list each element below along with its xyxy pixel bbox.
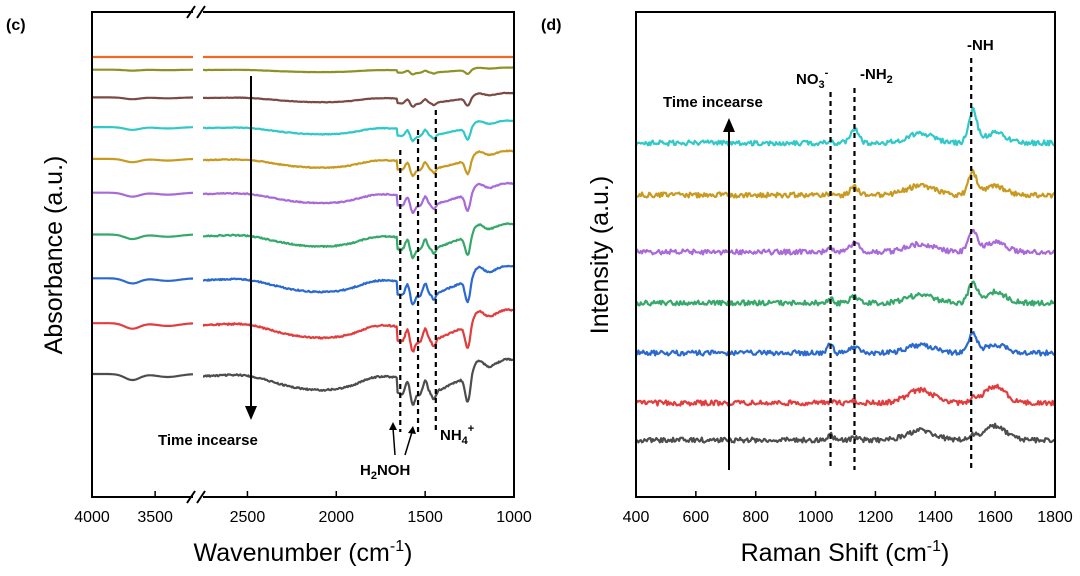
panel-d-series-t1 (634, 422, 1057, 444)
panel-c-h2noh-label: H2NOH (360, 462, 410, 482)
panel-d-series-t4 (634, 280, 1057, 307)
panel-c-h2noh-arrow-1 (392, 427, 396, 456)
panel-c-series-t5-segment-2 (201, 149, 516, 178)
panel-c-series-t3-segment-1 (90, 96, 195, 101)
panel-c-h2noh-arrowhead-1 (389, 422, 397, 430)
panel-c-series-t2-segment-2 (201, 66, 516, 76)
panel-d-series-t2 (634, 383, 1057, 407)
panel-d-series-t6 (634, 168, 1057, 199)
panel-d-xtick-label: 1800 (1037, 509, 1073, 526)
panel-c-xtick-label: 1000 (496, 509, 532, 526)
panel-d-nh-label: -NH (967, 37, 994, 54)
panel-c-series-t4-segment-1 (90, 126, 195, 131)
panel-c-dashed-markers (399, 110, 437, 432)
panel-d-spectra (634, 106, 1057, 444)
panel-c-h2noh-arrow-2 (404, 431, 413, 456)
panel-d-series-t7 (634, 106, 1057, 147)
panel-c-spectra (90, 55, 516, 406)
panel-d-label: (d) (541, 17, 561, 34)
panel-c-series-t5-segment-1 (90, 157, 195, 164)
panel-d-xticks: 400 600 800 1000 1200 1400 1600 1800 (623, 491, 1073, 526)
panel-c-time-label: Time incearse (158, 432, 258, 449)
panel-c-xtick-label: 3500 (137, 509, 173, 526)
panel-c-series-t8-segment-2 (201, 264, 516, 306)
panel-c-series-t10-segment-1 (90, 372, 195, 382)
panel-c-xtick-label: 1500 (407, 509, 443, 526)
panel-d-dashed-markers (829, 58, 973, 470)
panel-d-xtick-label: 400 (623, 509, 650, 526)
panel-c-series-t10-segment-2 (201, 357, 516, 406)
panel-c-series-t8-segment-1 (90, 277, 195, 285)
panel-c-time-arrowhead (245, 406, 257, 420)
panel-c-xticks: 4000 3500 2500 2000 1500 1000 (74, 491, 532, 526)
panel-c-nh4-label: NH4+ (440, 423, 474, 447)
panel-d: (d) 400 600 800 1000 1200 1400 1600 1800 Time i… (541, 11, 1073, 567)
panel-d-series-t5 (634, 228, 1057, 256)
panel-c-axis-break-gap (193, 8, 203, 502)
panel-c-frame (91, 11, 515, 498)
panel-d-xtick-label: 1600 (977, 509, 1013, 526)
panel-c-label: (c) (6, 17, 26, 34)
panel-d-no3-label: NO3- (796, 67, 829, 91)
panel-c-series-t7-segment-1 (90, 233, 195, 241)
panel-c-series-t6-segment-1 (90, 191, 195, 198)
panel-d-xtick-label: 1200 (858, 509, 894, 526)
panel-d-xlabel: Raman Shift (cm-1) (741, 538, 950, 567)
panel-d-nh2-label: -NH2 (860, 66, 893, 86)
panel-c-xlabel: Wavenumber (cm-1) (194, 538, 413, 567)
panel-d-ylabel: Intensity (a.u.) (586, 176, 614, 334)
panel-c-xtick-label: 4000 (74, 509, 110, 526)
panel-d-series-t3 (634, 331, 1057, 357)
panel-c-series-t2-segment-1 (90, 68, 195, 72)
panel-c: (c) 4000 3500 2500 2000 1500 1000 Time incear… (6, 5, 532, 567)
panel-d-xtick-label: 1400 (917, 509, 953, 526)
panel-d-frame (635, 11, 1056, 498)
panel-c-series-t6-segment-2 (201, 181, 516, 215)
panel-c-series-t7-segment-2 (201, 222, 516, 260)
panel-c-axis-break-marks (186, 5, 206, 504)
panel-c-ylabel: Absorbance (a.u.) (40, 156, 68, 355)
panel-d-xtick-label: 1000 (798, 509, 834, 526)
panel-c-series-t9-segment-1 (90, 322, 195, 330)
panel-c-xtick-label: 2000 (318, 509, 354, 526)
panel-d-xtick-label: 800 (742, 509, 769, 526)
panel-c-series-t3-segment-2 (201, 91, 516, 108)
panel-d-xtick-label: 600 (683, 509, 710, 526)
panel-d-time-arrowhead (723, 118, 735, 132)
panel-c-series-t4-segment-2 (201, 119, 516, 143)
panel-c-xtick-label: 2500 (230, 509, 266, 526)
panel-d-time-label: Time incearse (663, 94, 763, 111)
panel-c-h2noh-arrowhead-2 (408, 426, 416, 434)
panel-c-series-t9-segment-2 (201, 308, 516, 353)
